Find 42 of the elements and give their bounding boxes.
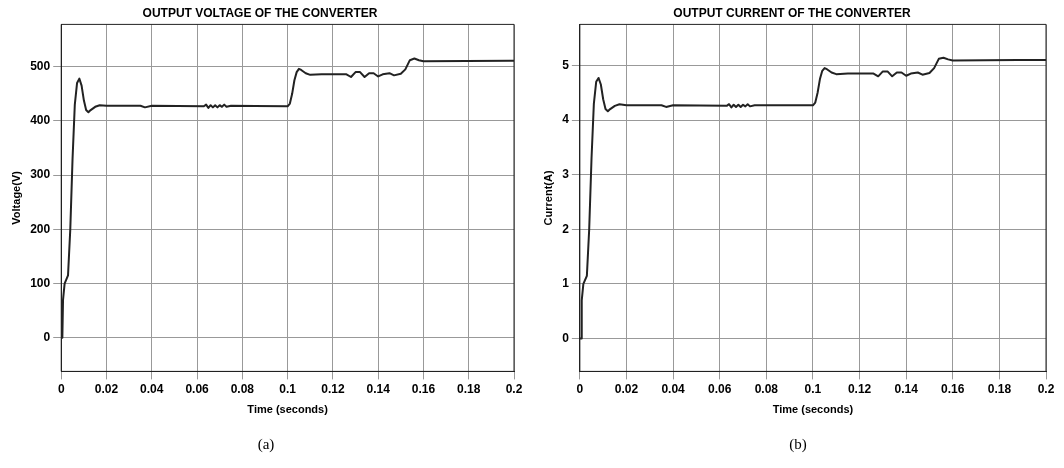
y-tick-label: 300 [30, 167, 51, 182]
x-tick-label: 0.08 [230, 381, 255, 396]
x-axis-title: Time (seconds) [247, 403, 329, 416]
x-axis-title: Time (seconds) [772, 403, 854, 416]
x-tick-label: 0.2 [1037, 381, 1055, 396]
x-tick-label: 0.16 [941, 381, 965, 396]
x-tick-label: 0.02 [614, 381, 639, 396]
x-tick-label: 0.08 [754, 381, 779, 396]
y-tick-label: 100 [30, 275, 51, 290]
y-tick-label: 3 [562, 166, 570, 181]
y-tick-label: 0 [43, 330, 51, 345]
x-tick-label: 0.12 [847, 381, 872, 396]
x-tick-label: 0 [57, 381, 65, 396]
x-tick-label: 0.16 [411, 381, 436, 396]
text: (a) [256, 436, 276, 453]
y-tick-label: 400 [30, 113, 51, 128]
y-tick-label: 5 [562, 57, 570, 72]
x-tick-label: 0.14 [366, 381, 391, 396]
y-tick-label: 2 [562, 221, 570, 236]
y-tick-label: 200 [30, 221, 51, 236]
x-tick-label: 0.18 [457, 381, 481, 396]
x-tick-label: 0.1 [279, 381, 297, 396]
y-tick-label: 4 [562, 112, 570, 127]
x-tick-label: 0.12 [321, 381, 345, 396]
chart-title: OUTPUT VOLTAGE OF THE CONVERTER [142, 5, 378, 20]
x-tick-label: 0 [576, 381, 584, 396]
x-tick-label: 0.02 [94, 381, 119, 396]
x-tick-label: 0.18 [987, 381, 1012, 396]
chart-title: OUTPUT CURRENT OF THE CONVERTER [673, 5, 911, 20]
x-tick-label: 0.2 [505, 381, 523, 396]
x-tick-label: 0.1 [804, 381, 822, 396]
y-tick-label: 1 [562, 276, 570, 291]
y-tick-label: 500 [30, 59, 51, 73]
text: (b) [788, 436, 808, 453]
x-tick-label: 0.06 [708, 381, 732, 396]
y-tick-label: 0 [562, 330, 570, 345]
y-axis-title: Voltage(V) [9, 170, 22, 225]
x-tick-label: 0.04 [661, 381, 686, 396]
x-tick-label: 0.04 [140, 381, 164, 396]
y-axis-title: Current(A) [541, 170, 554, 226]
x-tick-label: 0.06 [185, 381, 210, 396]
x-tick-label: 0.14 [894, 381, 919, 396]
